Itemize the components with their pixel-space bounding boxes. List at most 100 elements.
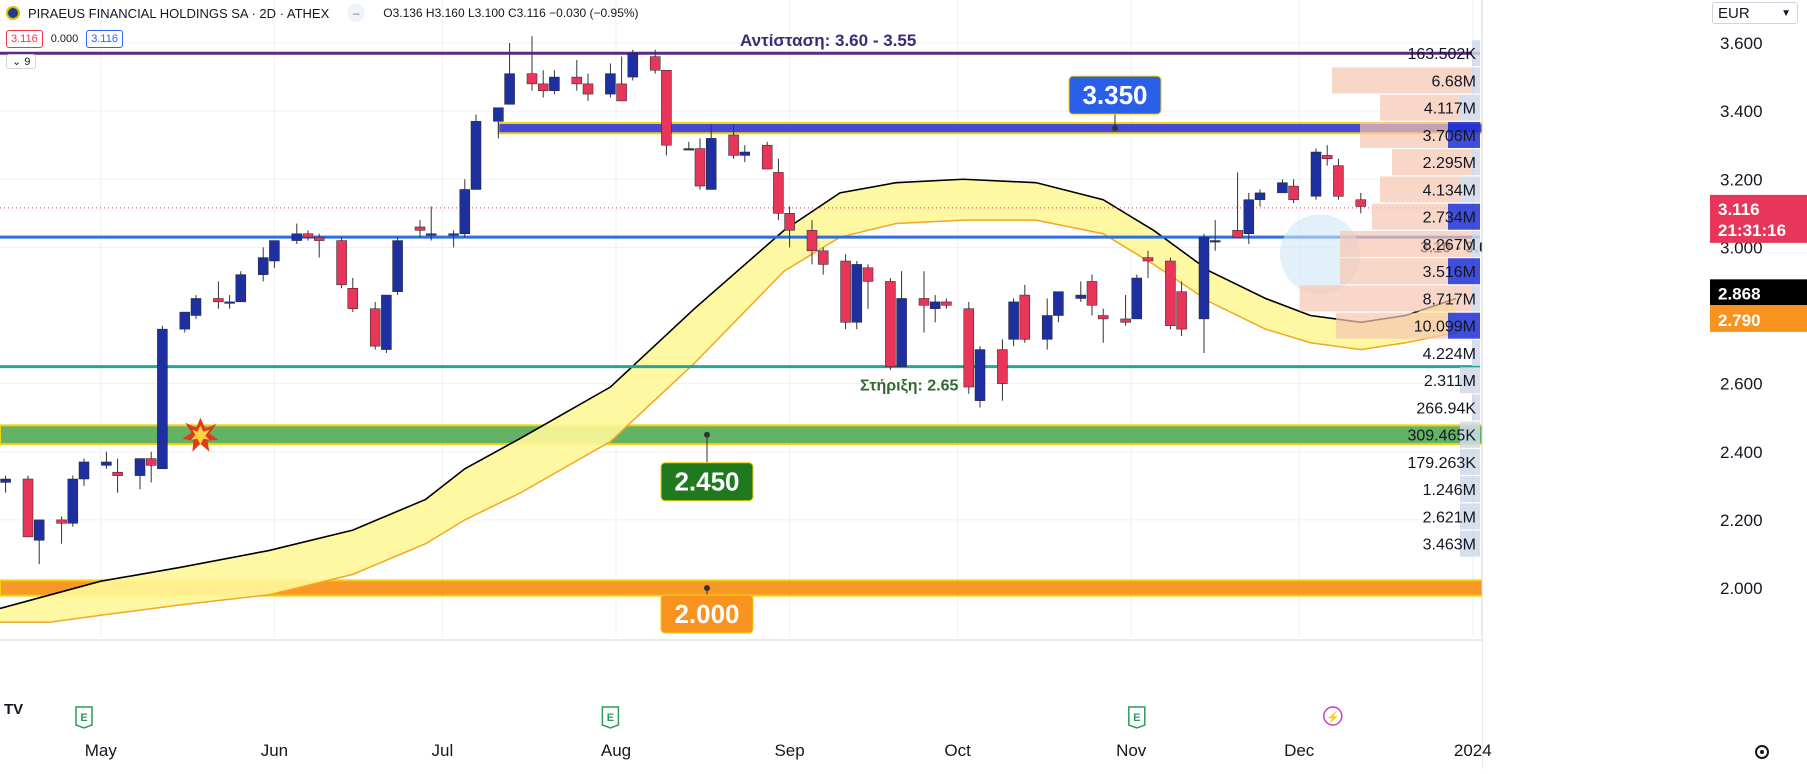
eye-icon[interactable]: – <box>347 4 366 22</box>
volume-profile-row[interactable]: 163.502K <box>1407 40 1480 67</box>
candle[interactable] <box>1209 220 1221 251</box>
earnings-marker[interactable]: E <box>75 706 93 729</box>
candle[interactable] <box>157 325 168 470</box>
volume-profile-row[interactable]: 10.099M <box>1336 312 1480 339</box>
candle[interactable] <box>56 516 67 544</box>
candle[interactable] <box>134 458 146 490</box>
candle[interactable] <box>1355 192 1367 214</box>
candle[interactable] <box>504 43 515 105</box>
candle[interactable] <box>1131 274 1143 320</box>
candle[interactable] <box>392 237 403 296</box>
volume-profile-row[interactable]: 2.621M <box>1423 503 1480 530</box>
currency-selector[interactable]: EUR ▼ <box>1712 2 1798 24</box>
candle[interactable] <box>1198 233 1210 353</box>
candle[interactable] <box>33 519 45 565</box>
candle[interactable] <box>616 56 627 102</box>
candle[interactable] <box>862 264 874 309</box>
buy-price-box[interactable]: 3.116 <box>86 30 123 48</box>
candle[interactable] <box>22 475 34 538</box>
candle[interactable] <box>1019 284 1031 343</box>
zone-2450-callout-box[interactable] <box>660 462 754 502</box>
candle[interactable] <box>1310 148 1322 200</box>
candle[interactable] <box>627 49 639 81</box>
candle[interactable] <box>605 63 616 98</box>
volume-profile-row[interactable]: 2.311M <box>1424 367 1480 394</box>
volume-profile-row[interactable]: 266.94K <box>1416 394 1480 421</box>
dividend-marker[interactable]: ⚡ <box>1323 706 1343 726</box>
volume-profile-row[interactable]: 3.516M <box>1340 258 1480 285</box>
candle[interactable] <box>1041 298 1053 350</box>
earnings-marker[interactable]: E <box>601 706 620 729</box>
candle[interactable] <box>1254 189 1266 207</box>
candle[interactable] <box>291 223 303 244</box>
volume-profile-row[interactable]: 2.295M <box>1392 149 1480 176</box>
candle[interactable] <box>885 278 896 370</box>
candle[interactable] <box>313 233 325 258</box>
candle[interactable] <box>661 70 672 156</box>
candle[interactable] <box>448 230 459 248</box>
ribbon-value-label[interactable]: 2.790 <box>1710 305 1807 332</box>
candle[interactable] <box>1165 257 1176 330</box>
candle[interactable] <box>1097 308 1109 343</box>
candle[interactable] <box>302 230 314 241</box>
last-price-label[interactable]: 3.116 21:31:16 <box>1710 194 1807 243</box>
candle[interactable] <box>101 451 112 469</box>
candle[interactable] <box>997 339 1008 401</box>
candle[interactable] <box>941 298 952 309</box>
candle[interactable] <box>784 206 795 248</box>
candle[interactable] <box>425 206 437 241</box>
candle[interactable] <box>1333 158 1344 200</box>
volume-profile-row[interactable]: 4.224M <box>1423 339 1480 366</box>
volume-profile-row[interactable]: 2.734M <box>1372 203 1480 230</box>
candle[interactable] <box>78 458 90 486</box>
candle[interactable] <box>549 70 560 95</box>
volume-profile-row[interactable]: 179.263K <box>1407 448 1480 475</box>
volume-profile-row[interactable]: 309.465K <box>1407 421 1480 448</box>
candle[interactable] <box>67 475 79 527</box>
candle[interactable] <box>1321 145 1333 166</box>
candle[interactable] <box>817 247 829 275</box>
gear-icon[interactable] <box>1755 745 1769 759</box>
candle[interactable] <box>459 179 471 238</box>
candle[interactable] <box>963 301 975 394</box>
candle[interactable] <box>526 36 538 91</box>
candle[interactable] <box>537 70 549 98</box>
candle[interactable] <box>235 271 247 303</box>
candle[interactable] <box>1243 192 1255 244</box>
zone-3350-callout-box[interactable] <box>1068 75 1162 115</box>
candle[interactable] <box>918 271 930 333</box>
volume-profile-row[interactable]: 6.68M <box>1332 67 1480 94</box>
candle[interactable] <box>896 271 907 367</box>
candle[interactable] <box>414 220 426 238</box>
candle[interactable] <box>470 114 482 190</box>
candle[interactable] <box>347 278 359 313</box>
volume-profile-row[interactable]: 4.117M <box>1380 94 1480 121</box>
candle[interactable] <box>112 458 123 493</box>
volume-profile-row[interactable]: 3.706M <box>1360 121 1480 148</box>
candle[interactable] <box>1075 281 1087 302</box>
candle[interactable] <box>1277 179 1288 194</box>
symbol-title[interactable]: PIRAEUS FINANCIAL HOLDINGS SA · 2D · ATH… <box>28 5 330 21</box>
volume-profile-row[interactable]: 8.267M <box>1340 230 1480 257</box>
volume-profile-row[interactable]: 8.717M <box>1300 285 1480 312</box>
zone-2450[interactable] <box>0 424 1557 446</box>
candle[interactable] <box>739 145 751 163</box>
candle[interactable] <box>1053 291 1064 323</box>
candle[interactable] <box>974 346 986 408</box>
candle[interactable] <box>224 295 235 309</box>
ma-value-label[interactable]: 2.868 <box>1710 279 1807 306</box>
candle[interactable] <box>369 301 381 350</box>
candle[interactable] <box>806 220 818 265</box>
candle[interactable] <box>773 158 784 221</box>
volume-profile-row[interactable]: 4.134M <box>1380 176 1480 203</box>
candle[interactable] <box>840 254 851 330</box>
volume-profile-row[interactable]: 3.463M <box>1423 530 1480 557</box>
candle[interactable] <box>761 141 773 170</box>
candle[interactable] <box>1176 281 1187 336</box>
earnings-marker[interactable]: E <box>1128 706 1146 729</box>
candle[interactable] <box>493 107 504 139</box>
candle[interactable] <box>851 261 863 330</box>
explosion-marker[interactable] <box>182 417 219 452</box>
candle[interactable] <box>1008 298 1019 347</box>
